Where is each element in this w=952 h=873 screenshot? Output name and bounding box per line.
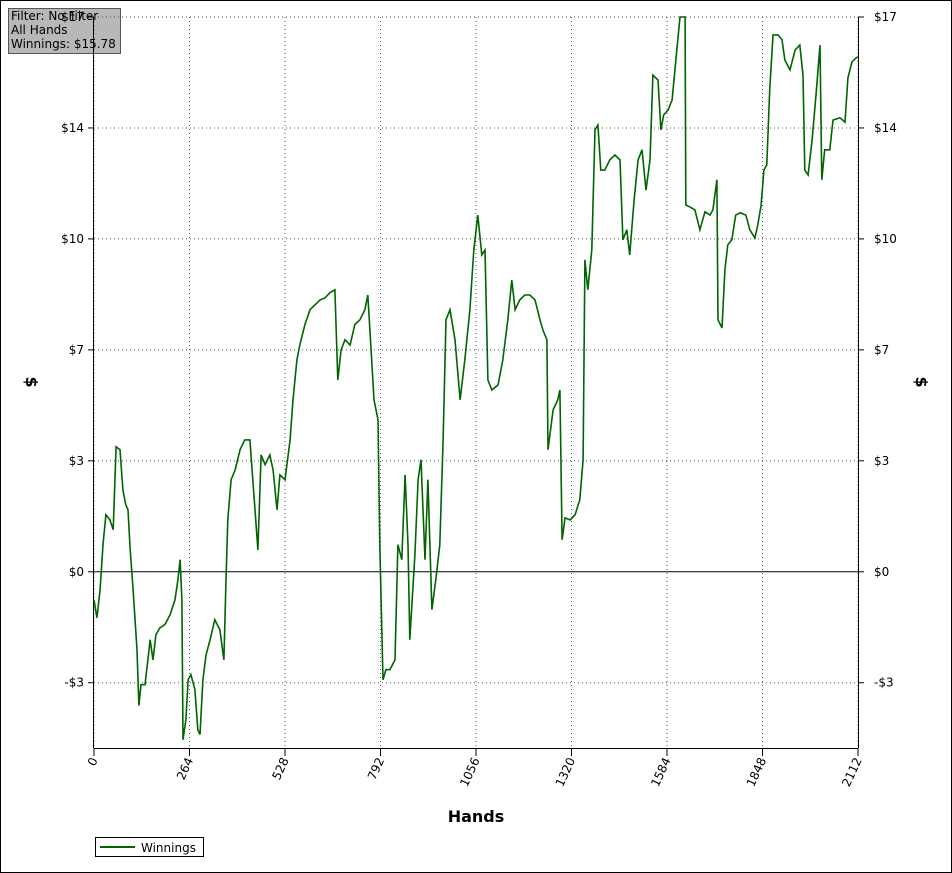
annotation-line: Winnings: $15.78: [11, 37, 116, 51]
y-tick-label: -$3: [64, 676, 84, 690]
y2-tick-label: $10: [874, 232, 897, 246]
y-tick-label: $17: [61, 10, 84, 24]
y2-axis-title: $: [912, 376, 931, 387]
legend-label: Winnings: [141, 841, 196, 855]
y2-tick-label: $14: [874, 121, 897, 135]
y2-tick-label: -$3: [874, 676, 894, 690]
y-tick-label: $3: [69, 454, 84, 468]
annotation-bg: [8, 8, 121, 54]
y2-tick-label: $0: [874, 565, 889, 579]
y-tick-label: $0: [69, 565, 84, 579]
annotation-line: All Hands: [11, 23, 68, 37]
y-axis-title: $: [22, 376, 41, 387]
y2-tick-label: $17: [874, 10, 897, 24]
y2-tick-label: $3: [874, 454, 889, 468]
y-tick-label: $10: [61, 232, 84, 246]
data-line: [93, 16, 859, 740]
y-tick-label: $14: [61, 121, 84, 135]
y-tick-label: $7: [69, 343, 84, 357]
legend: Winnings: [95, 837, 204, 857]
x-axis-title: Hands: [448, 807, 505, 826]
legend-box: [95, 837, 204, 857]
annotation-line: Filter: No Filter: [11, 9, 98, 23]
y2-tick-label: $7: [874, 343, 889, 357]
